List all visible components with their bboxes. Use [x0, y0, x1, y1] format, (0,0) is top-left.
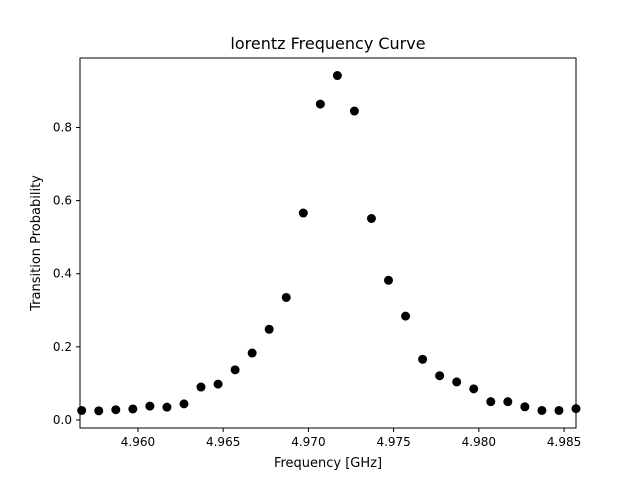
data-point — [247, 348, 257, 358]
data-point — [77, 405, 87, 415]
data-point — [298, 208, 308, 218]
data-point — [554, 405, 564, 415]
y-tick-label: 0.8 — [53, 120, 72, 134]
y-axis-ticks: 0.0 0.2 0.4 0.6 0.8 — [53, 120, 80, 427]
data-point — [520, 402, 530, 412]
data-point — [486, 397, 496, 407]
data-point — [94, 406, 104, 416]
data-point — [230, 365, 240, 375]
data-point — [349, 106, 359, 116]
chart-title: lorentz Frequency Curve — [230, 34, 425, 53]
data-point — [162, 402, 172, 412]
y-tick-label: 0.2 — [53, 340, 72, 354]
data-point — [503, 397, 513, 407]
data-point — [128, 404, 138, 414]
y-tick-label: 0.6 — [53, 194, 72, 208]
data-point — [401, 311, 411, 321]
data-point — [264, 324, 274, 334]
data-point — [281, 292, 291, 302]
data-point — [315, 99, 325, 109]
data-point — [435, 371, 445, 381]
data-point — [213, 379, 223, 389]
data-point — [537, 405, 547, 415]
x-tick-label: 4.965 — [206, 435, 240, 449]
data-point — [196, 382, 206, 392]
data-point — [179, 399, 189, 409]
x-axis-ticks: 4.960 4.965 4.970 4.975 4.980 4.985 — [121, 428, 581, 449]
data-point — [469, 384, 479, 394]
y-tick-label: 0.4 — [53, 267, 72, 281]
y-axis-label: Transition Probability — [29, 175, 44, 312]
data-point — [366, 214, 376, 224]
x-tick-label: 4.960 — [121, 435, 155, 449]
data-point — [384, 275, 394, 285]
x-tick-label: 4.980 — [462, 435, 496, 449]
y-tick-label: 0.0 — [53, 413, 72, 427]
data-point — [111, 405, 121, 415]
x-tick-label: 4.975 — [376, 435, 410, 449]
plot-frame — [79, 57, 577, 429]
x-tick-label: 4.970 — [291, 435, 325, 449]
x-axis-label: Frequency [GHz] — [274, 456, 382, 471]
x-tick-label: 4.985 — [547, 435, 581, 449]
data-point — [452, 377, 462, 387]
data-point — [418, 354, 428, 364]
data-points — [77, 71, 581, 416]
data-point — [145, 401, 155, 411]
data-point — [332, 71, 342, 81]
